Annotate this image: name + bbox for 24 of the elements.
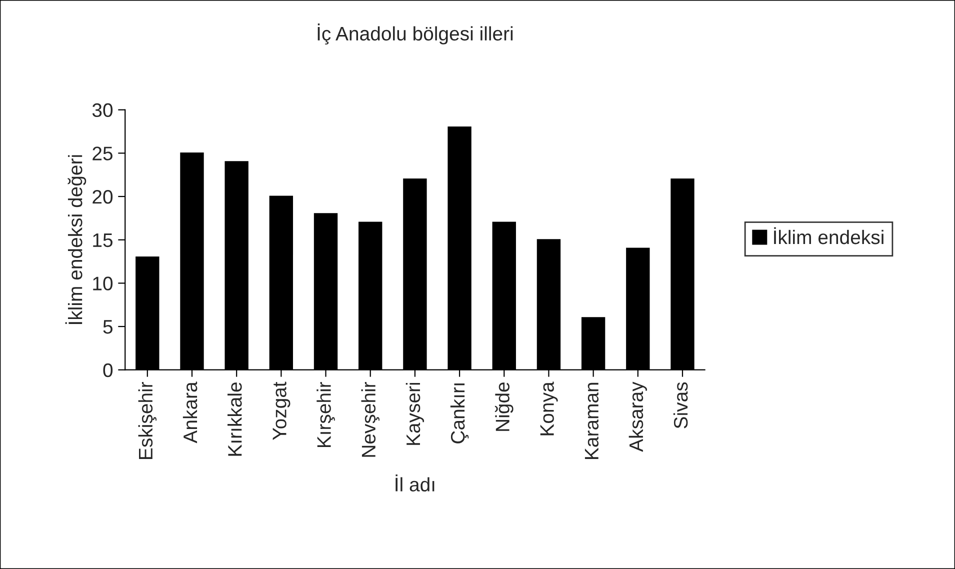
x-tick-label: Çankırı xyxy=(450,384,469,444)
y-tick-label: 30 xyxy=(92,103,113,118)
y-tick-label: 15 xyxy=(93,234,112,248)
x-tick-label: Sivas xyxy=(673,382,688,428)
legend-label: İklim endeksi xyxy=(774,227,884,244)
x-tick-label: Niğde xyxy=(494,382,514,431)
y-tick-label: 10 xyxy=(93,276,113,290)
y-tick-label: 5 xyxy=(103,320,112,334)
x-tick-label: Kayseri xyxy=(406,382,424,445)
chart-title: İç Anadolu bölgesi illeri xyxy=(318,24,513,44)
x-tick-label: Kırıkkale xyxy=(228,382,242,456)
x-axis-title: İl adı xyxy=(396,474,434,492)
y-tick-label: 25 xyxy=(92,146,112,160)
y-tick-label: 20 xyxy=(92,190,113,204)
x-tick-label: Eskişehir xyxy=(138,382,157,459)
x-tick-label: Konya xyxy=(540,382,558,436)
x-tick-label: Karaman xyxy=(584,382,599,459)
x-tick-label: Ankara xyxy=(182,382,198,444)
x-tick-label: Nevşehir xyxy=(361,382,380,457)
y-tick-label: 0 xyxy=(103,363,113,378)
x-tick-label: Yozgat xyxy=(272,382,290,440)
x-tick-label: Kırşehir xyxy=(316,382,335,448)
y-axis-title: İklim endeksi değeri xyxy=(65,155,86,324)
x-tick-label: Aksaray xyxy=(628,382,647,452)
